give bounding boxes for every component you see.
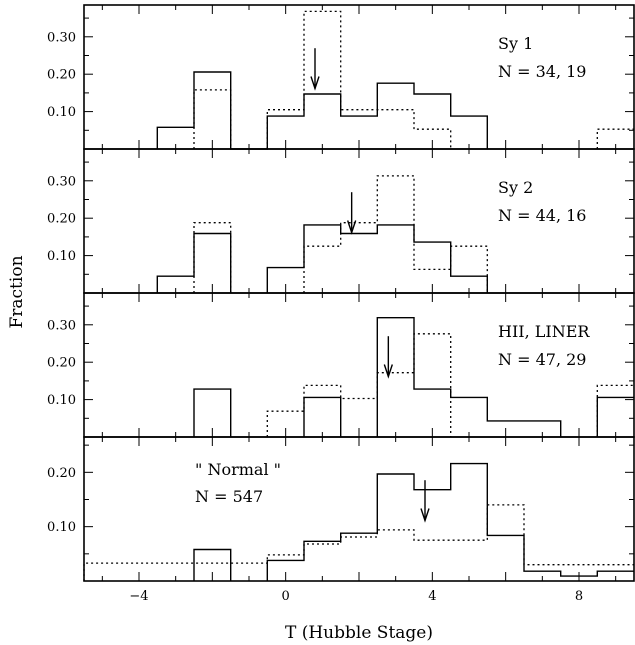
panels-layer: 0.10 0.20 0.30 Sy 1 N = 34, 19 0.10 0.20 0.30 Sy… bbox=[47, 4, 635, 604]
y-tick-label: 0.30 bbox=[47, 174, 76, 189]
y-tick-label: 0.10 bbox=[47, 520, 76, 535]
solid-histogram bbox=[156, 71, 488, 150]
x-tick-label: −4 bbox=[129, 589, 148, 604]
mean-arrow bbox=[310, 48, 320, 91]
panel-frame bbox=[83, 436, 635, 582]
arrow-head bbox=[420, 508, 430, 523]
y-tick-label: 0.20 bbox=[47, 68, 76, 83]
x-axis-title: T (Hubble Stage) bbox=[285, 623, 433, 643]
panel-1: 0.10 0.20 0.30 Sy 1 N = 34, 19 bbox=[47, 4, 635, 150]
x-tick-label: 4 bbox=[428, 589, 436, 604]
y-tick-label: 0.20 bbox=[47, 212, 76, 227]
x-tick-label: 0 bbox=[282, 589, 290, 604]
arrow-head bbox=[310, 76, 320, 91]
y-axis-title: Fraction bbox=[7, 255, 27, 328]
y-tick-label: 0.10 bbox=[47, 393, 76, 408]
panel-label: " Normal " bbox=[195, 460, 281, 479]
solid-histogram bbox=[156, 224, 488, 293]
x-tick-label: 8 bbox=[575, 589, 583, 604]
y-tick-label: 0.10 bbox=[47, 105, 76, 120]
dotted-histogram bbox=[266, 333, 634, 437]
mean-arrow bbox=[420, 480, 430, 523]
panel-n-count: N = 34, 19 bbox=[498, 62, 586, 81]
panel-n-count: N = 44, 16 bbox=[498, 206, 586, 225]
arrow-head bbox=[347, 220, 357, 235]
mean-arrow bbox=[383, 336, 393, 379]
y-tick-label: 0.10 bbox=[47, 249, 76, 264]
panel-label: HII, LINER bbox=[498, 322, 590, 341]
panel-n-count: N = 547 bbox=[195, 487, 263, 506]
panel-2: 0.10 0.20 0.30 Sy 2 N = 44, 16 bbox=[47, 148, 635, 294]
y-tick-label: 0.30 bbox=[47, 30, 76, 45]
dotted-histogram bbox=[193, 175, 488, 293]
y-tick-label: 0.20 bbox=[47, 466, 76, 481]
mean-arrow bbox=[347, 192, 357, 235]
panel-4: 0.10 0.20 " Normal " N = 547 bbox=[47, 436, 635, 582]
dotted-histogram bbox=[83, 504, 634, 581]
panel-n-count: N = 47, 29 bbox=[498, 350, 586, 369]
solid-histogram bbox=[193, 462, 634, 581]
panel-label: Sy 2 bbox=[498, 178, 533, 197]
y-tick-label: 0.20 bbox=[47, 356, 76, 371]
panel-label: Sy 1 bbox=[498, 34, 533, 53]
solid-histogram bbox=[193, 317, 634, 437]
y-tick-label: 0.30 bbox=[47, 318, 76, 333]
arrow-head bbox=[383, 364, 393, 379]
panel-3: 0.10 0.20 0.30 HII, LINER N = 47, 29 bbox=[47, 292, 635, 438]
